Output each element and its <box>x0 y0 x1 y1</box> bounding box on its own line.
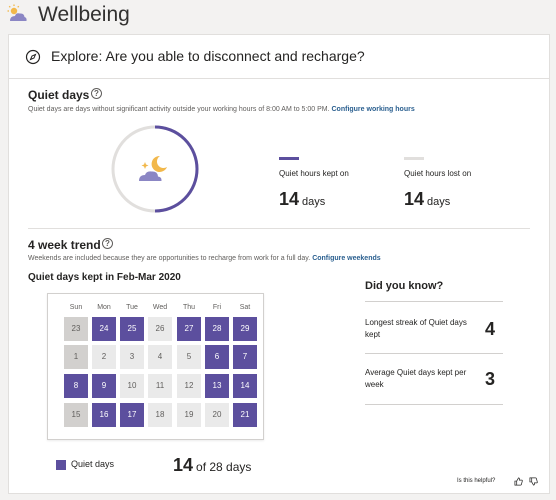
kept-color-bar <box>279 157 299 160</box>
calendar-day-quiet: 9 <box>92 374 116 398</box>
calendar-day-weekend: 1 <box>64 345 88 369</box>
calendar-day-weekend: 15 <box>64 403 88 427</box>
weekday-header: Fri <box>212 304 222 311</box>
calendar-day-lost: 3 <box>120 345 144 369</box>
calendar-day-lost: 19 <box>177 403 201 427</box>
did-you-know-divider <box>365 404 503 405</box>
wellbeing-card: Explore: Are you able to disconnect and … <box>8 34 550 494</box>
calendar-day-lost: 4 <box>148 345 172 369</box>
thumbs-down-icon[interactable] <box>529 477 538 486</box>
calendar-day-lost: 20 <box>205 403 229 427</box>
quiet-days-description: Quiet days are days without significant … <box>28 106 415 113</box>
configure-working-hours-link[interactable]: Configure working hours <box>331 106 415 113</box>
calendar-title: Quiet days kept in Feb-Mar 2020 <box>28 272 181 283</box>
count-total: of 28 days <box>196 460 252 474</box>
compass-icon <box>25 49 41 65</box>
calendar-day-lost: 18 <box>148 403 172 427</box>
calendar-day-quiet: 8 <box>64 374 88 398</box>
calendar-day-quiet: 6 <box>205 345 229 369</box>
quiet-days-donut <box>111 125 199 213</box>
page-title: Wellbeing <box>38 3 130 26</box>
calendar-day-quiet: 21 <box>233 403 257 427</box>
calendar-day-quiet: 14 <box>233 374 257 398</box>
calendar-day-lost: 12 <box>177 374 201 398</box>
quiet-days-kept-arc <box>154 125 199 213</box>
thumbs-up-icon[interactable] <box>514 477 523 486</box>
trend-description: Weekends are included because they are o… <box>28 255 381 262</box>
calendar-day-quiet: 29 <box>233 317 257 341</box>
wellbeing-logo-icon <box>7 4 27 21</box>
calendar-day-weekend: 23 <box>64 317 88 341</box>
calendar-day-quiet: 17 <box>120 403 144 427</box>
quiet-days-calendar: Sun Mon Tue Wed Thu Fri Sat 23 24 25 26 27 28 29 1 2 3 4 5… <box>47 293 264 440</box>
calendar-day-quiet: 27 <box>177 317 201 341</box>
count-value: 14 <box>173 455 194 475</box>
helpful-prompt: Is this helpful? <box>457 478 496 484</box>
did-you-know-title: Did you know? <box>365 280 444 292</box>
fact-average-value: 3 <box>485 369 496 389</box>
did-you-know-divider <box>365 301 503 302</box>
weekday-header: Sat <box>239 304 251 311</box>
configure-weekends-link[interactable]: Configure weekends <box>312 255 381 262</box>
calendar-day-lost: 10 <box>120 374 144 398</box>
calendar-day-quiet: 24 <box>92 317 116 341</box>
trend-title: 4 week trend <box>28 238 101 252</box>
lost-label: Quiet hours lost on <box>404 169 472 178</box>
quiet-days-title: Quiet days <box>28 88 90 102</box>
kept-label: Quiet hours kept on <box>279 169 349 178</box>
calendar-day-lost: 5 <box>177 345 201 369</box>
app-header: Wellbeing <box>0 0 556 32</box>
quiet-days-count: 14 of 28 days <box>173 455 251 476</box>
legend-label: Quiet days <box>71 459 115 469</box>
calendar-day-quiet: 13 <box>205 374 229 398</box>
lost-color-bar <box>404 157 424 160</box>
kept-value: 14 <box>279 189 300 209</box>
lost-value: 14 <box>404 189 425 209</box>
weekday-header: Thu <box>182 304 196 311</box>
trend-info-icon[interactable]: ? <box>102 238 113 249</box>
did-you-know-divider <box>365 353 503 354</box>
weekday-header: Wed <box>152 304 168 311</box>
calendar-day-lost: 11 <box>148 374 172 398</box>
weekday-header: Sun <box>69 304 83 311</box>
calendar-day-quiet: 16 <box>92 403 116 427</box>
calendar-day-quiet: 25 <box>120 317 144 341</box>
calendar-day-quiet: 7 <box>233 345 257 369</box>
explore-banner[interactable]: Explore: Are you able to disconnect and … <box>9 35 549 79</box>
legend-swatch <box>56 460 66 470</box>
kept-unit: days <box>302 196 326 208</box>
explore-prompt: Explore: Are you able to disconnect and … <box>51 48 365 64</box>
weekday-header: Mon <box>97 304 111 311</box>
calendar-day-lost: 2 <box>92 345 116 369</box>
fact-average-label: Average Quiet days kept per week <box>365 368 467 389</box>
fact-longest-streak-value: 4 <box>485 319 496 339</box>
calendar-day-lost: 26 <box>148 317 172 341</box>
weekday-header: Tue <box>126 304 138 311</box>
moon-cloud-icon <box>139 155 167 181</box>
quiet-hours-kept-stat: Quiet hours kept on 14 days <box>279 157 349 210</box>
quiet-hours-lost-stat: Quiet hours lost on 14 days <box>404 157 471 210</box>
section-divider <box>28 228 530 229</box>
calendar-day-quiet: 28 <box>205 317 229 341</box>
fact-longest-streak-label: Longest streak of Quiet days kept <box>365 318 467 339</box>
lost-unit: days <box>427 196 451 208</box>
quiet-days-info-icon[interactable]: ? <box>91 88 102 99</box>
